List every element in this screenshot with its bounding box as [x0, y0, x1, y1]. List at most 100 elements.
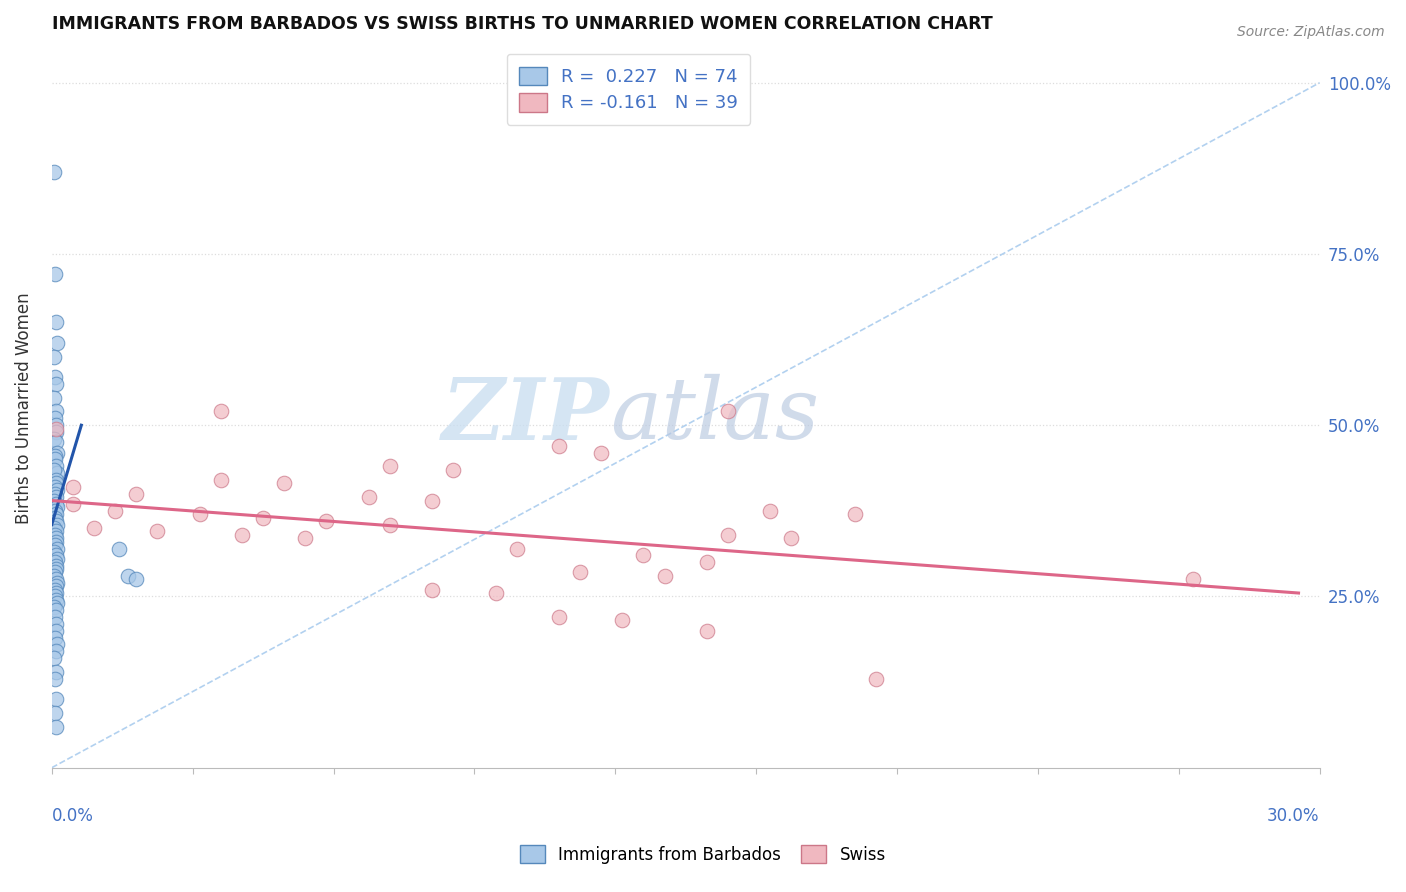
Point: [45, 490, 67, 504]
Point: [45, 562, 67, 576]
Point: [484, 586, 506, 600]
Point: [252, 510, 274, 524]
Point: [44, 569, 66, 583]
Point: [44, 566, 66, 580]
Point: [46, 500, 69, 515]
Point: [654, 569, 676, 583]
Point: [441, 463, 464, 477]
Point: [780, 531, 803, 545]
Point: [717, 528, 740, 542]
Point: [378, 517, 401, 532]
Point: [591, 445, 613, 459]
Point: [45, 508, 67, 522]
Point: [45, 483, 67, 498]
Point: [46, 541, 69, 556]
Point: [46, 637, 69, 651]
Point: [548, 610, 571, 624]
Point: [45, 558, 67, 573]
Point: [45, 418, 67, 433]
Point: [125, 486, 148, 500]
Point: [45, 572, 67, 586]
Point: [45, 459, 67, 474]
Text: 30.0%: 30.0%: [1267, 807, 1320, 825]
Point: [44, 651, 66, 665]
Point: [45, 315, 67, 329]
Point: [44, 449, 66, 463]
Point: [44, 672, 66, 686]
Point: [612, 614, 634, 628]
Point: [44, 504, 66, 518]
Point: [44, 555, 66, 569]
Point: [44, 521, 66, 535]
Point: [45, 616, 67, 631]
Y-axis label: Births to Unmarried Women: Births to Unmarried Women: [15, 293, 32, 524]
Point: [45, 665, 67, 679]
Point: [44, 391, 66, 405]
Point: [844, 508, 866, 522]
Point: [46, 575, 69, 590]
Point: [44, 631, 66, 645]
Point: [1181, 572, 1204, 586]
Point: [44, 411, 66, 425]
Point: [357, 490, 380, 504]
Point: [717, 404, 740, 418]
Point: [378, 459, 401, 474]
Point: [45, 336, 67, 351]
Point: [45, 692, 67, 706]
Point: [45, 531, 67, 545]
Point: [188, 508, 211, 522]
Point: [294, 531, 316, 545]
Point: [44, 706, 66, 720]
Text: IMMIGRANTS FROM BARBADOS VS SWISS BIRTHS TO UNMARRIED WOMEN CORRELATION CHART: IMMIGRANTS FROM BARBADOS VS SWISS BIRTHS…: [52, 15, 993, 33]
Point: [273, 476, 295, 491]
Point: [44, 432, 66, 446]
Point: [44, 452, 66, 467]
Point: [45, 435, 67, 450]
Point: [125, 572, 148, 586]
Point: [45, 593, 67, 607]
Point: [44, 610, 66, 624]
Point: [44, 493, 66, 508]
Point: [633, 549, 655, 563]
Point: [209, 404, 232, 418]
Point: [45, 720, 67, 734]
Point: [45, 549, 67, 563]
Point: [569, 566, 592, 580]
Point: [45, 579, 67, 593]
Point: [231, 528, 253, 542]
Point: [146, 524, 169, 539]
Point: [44, 370, 66, 384]
Point: [44, 599, 66, 614]
Point: [209, 473, 232, 487]
Point: [45, 497, 67, 511]
Point: [44, 510, 66, 524]
Point: [45, 404, 67, 418]
Point: [865, 672, 887, 686]
Point: [44, 486, 66, 500]
Point: [44, 538, 66, 552]
Point: [45, 377, 67, 392]
Point: [45, 425, 67, 439]
Point: [45, 445, 67, 459]
Point: [45, 586, 67, 600]
Point: [45, 644, 67, 658]
Point: [45, 524, 67, 539]
Point: [759, 504, 782, 518]
Point: [42, 165, 65, 179]
Point: [696, 624, 718, 638]
Point: [45, 534, 67, 549]
Point: [44, 268, 66, 282]
Point: [505, 541, 527, 556]
Point: [44, 480, 66, 494]
Point: [62, 480, 84, 494]
Point: [104, 504, 127, 518]
Text: atlas: atlas: [610, 374, 818, 457]
Point: [44, 590, 66, 604]
Point: [696, 555, 718, 569]
Point: [420, 493, 443, 508]
Point: [45, 624, 67, 638]
Point: [44, 545, 66, 559]
Point: [44, 528, 66, 542]
Point: [44, 582, 66, 597]
Legend: Immigrants from Barbados, Swiss: Immigrants from Barbados, Swiss: [513, 838, 893, 871]
